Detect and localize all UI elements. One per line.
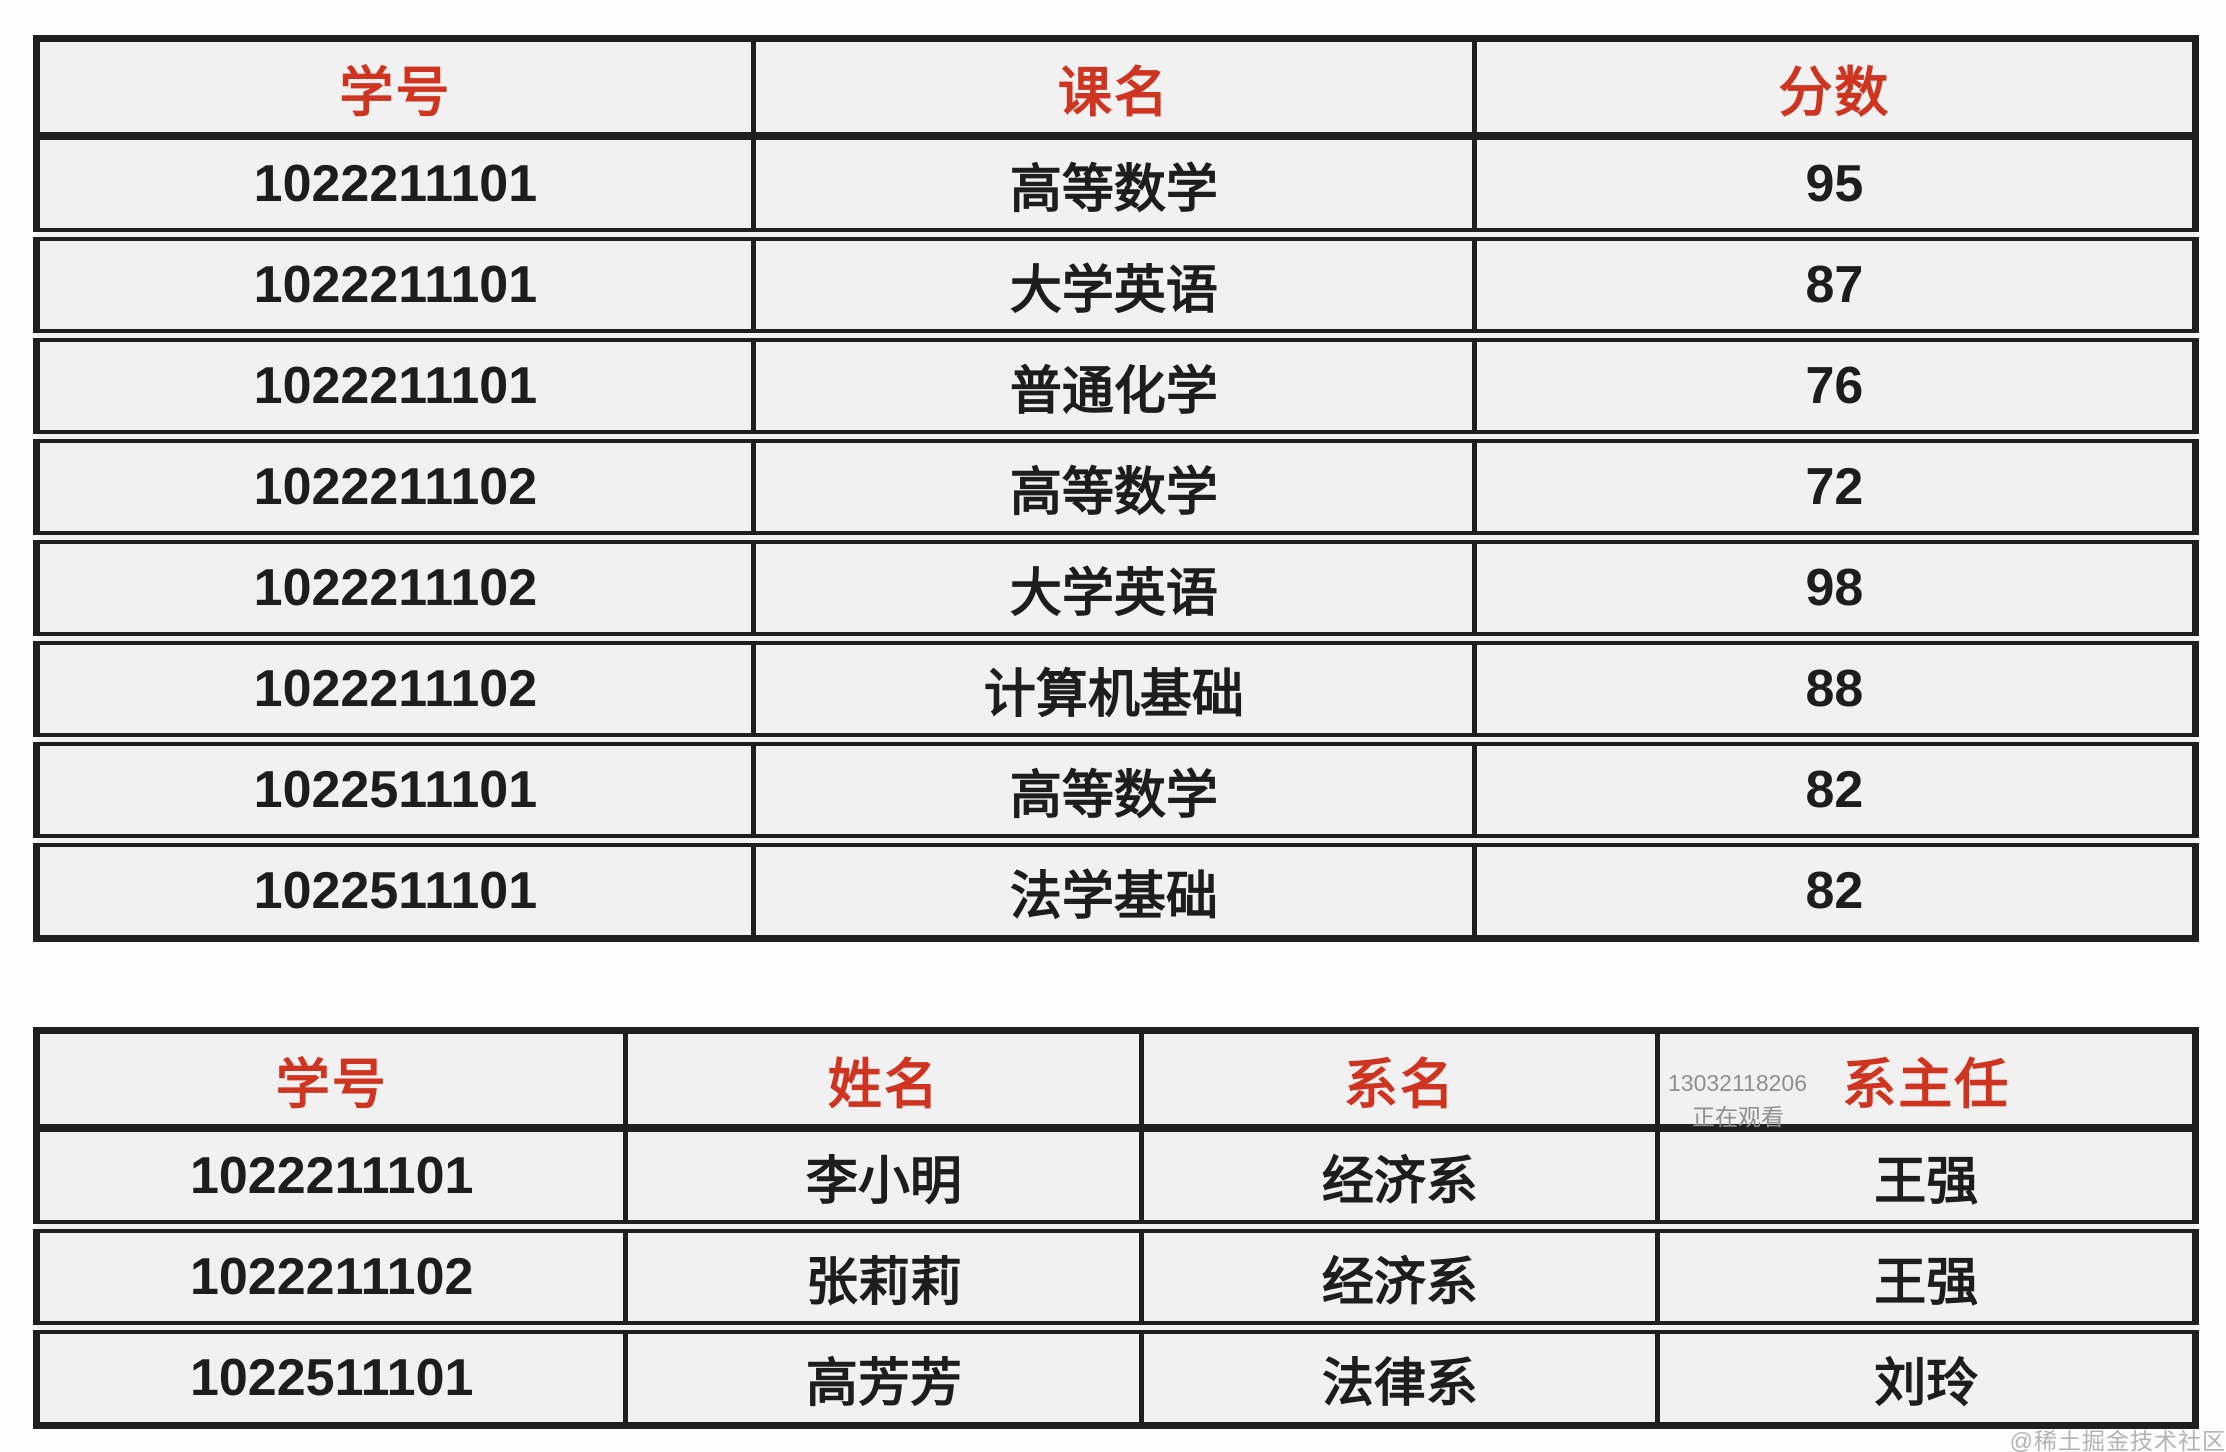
table-cell: 1022211101 (36, 329, 754, 437)
table-cell: 1022211102 (36, 1220, 626, 1328)
table-cell: 高等数学 (750, 430, 1475, 538)
table-cell: 大学英语 (750, 228, 1475, 336)
table-row: 1022211101 大学英语 87 (36, 228, 2196, 336)
table-cell: 李小明 (623, 1128, 1142, 1227)
table-cell: 计算机基础 (750, 632, 1475, 740)
table-cell: 普通化学 (750, 329, 1475, 437)
table-cell: 88 (1471, 632, 2196, 740)
table-row: 1022211101 高等数学 95 (36, 136, 2196, 235)
table-cell: 76 (1471, 329, 2196, 437)
viewer-id-watermark: 13032118206 (1668, 1070, 1807, 1096)
table-cell: 张莉莉 (623, 1220, 1142, 1328)
table-cell: 刘玲 (1655, 1321, 2196, 1429)
table-cell: 高芳芳 (623, 1321, 1142, 1429)
table-cell: 高等数学 (750, 136, 1475, 235)
table-cell: 1022511101 (36, 1321, 626, 1429)
table-cell: 1022211102 (36, 430, 754, 538)
header-cell: 分数 (1471, 38, 2196, 140)
table-cell: 经济系 (1139, 1220, 1658, 1328)
table-cell: 高等数学 (750, 733, 1475, 841)
students-table-header-row: 学号 姓名 系名 系主任 (36, 1030, 2196, 1132)
table-row: 1022511101 高等数学 82 (36, 733, 2196, 841)
table-cell: 1022211101 (36, 228, 754, 336)
table-cell: 1022211102 (36, 531, 754, 639)
table-row: 1022211102 大学英语 98 (36, 531, 2196, 639)
table-cell: 82 (1471, 733, 2196, 841)
table-row: 1022211102 张莉莉 经济系 王强 (36, 1220, 2196, 1328)
table-row: 1022511101 高芳芳 法律系 刘玲 (36, 1321, 2196, 1429)
header-cell: 系名 (1139, 1030, 1658, 1132)
table-cell: 82 (1471, 834, 2196, 942)
header-cell: 学号 (36, 38, 754, 140)
table-cell: 1022211102 (36, 632, 754, 740)
table-row: 1022211101 李小明 经济系 王强 (36, 1128, 2196, 1227)
table-row: 1022211102 高等数学 72 (36, 430, 2196, 538)
table-row: 1022211102 计算机基础 88 (36, 632, 2196, 740)
students-table-body: 1022211101 李小明 经济系 王强 1022211102 张莉莉 经济系 王强 1022… (36, 1128, 2196, 1429)
table-cell: 法学基础 (750, 834, 1475, 942)
table-cell: 法律系 (1139, 1321, 1658, 1429)
header-cell: 学号 (36, 1030, 626, 1132)
table-cell: 经济系 (1139, 1128, 1658, 1227)
viewer-watermark: 13032118206 正在观看 (1668, 1066, 1807, 1134)
table-cell: 72 (1471, 430, 2196, 538)
scores-table: 学号 课名 分数 1022211101 高等数学 95 1022211101 大学英语 87 1… (33, 35, 2199, 942)
header-cell: 系主任 (1655, 1030, 2196, 1132)
table-cell: 95 (1471, 136, 2196, 235)
table-cell: 大学英语 (750, 531, 1475, 639)
header-cell: 课名 (750, 38, 1475, 140)
scores-table-body: 1022211101 高等数学 95 1022211101 大学英语 87 10222111… (36, 136, 2196, 942)
table-cell: 王强 (1655, 1220, 2196, 1328)
header-cell: 姓名 (623, 1030, 1142, 1132)
table-cell: 王强 (1655, 1128, 2196, 1227)
students-table: 学号 姓名 系名 系主任 1022211101 李小明 经济系 王强 1022211102 张莉… (33, 1027, 2199, 1429)
table-cell: 1022211101 (36, 136, 754, 235)
scores-table-header-row: 学号 课名 分数 (36, 38, 2196, 140)
community-watermark: @稀土掘金技术社区 (2009, 1428, 2226, 1452)
table-cell: 1022511101 (36, 834, 754, 942)
table-cell: 98 (1471, 531, 2196, 639)
table-cell: 87 (1471, 228, 2196, 336)
table-row: 1022211101 普通化学 76 (36, 329, 2196, 437)
table-cell: 1022211101 (36, 1128, 626, 1227)
table-cell: 1022511101 (36, 733, 754, 841)
viewer-status-watermark: 正在观看 (1692, 1104, 1784, 1130)
table-row: 1022511101 法学基础 82 (36, 834, 2196, 942)
